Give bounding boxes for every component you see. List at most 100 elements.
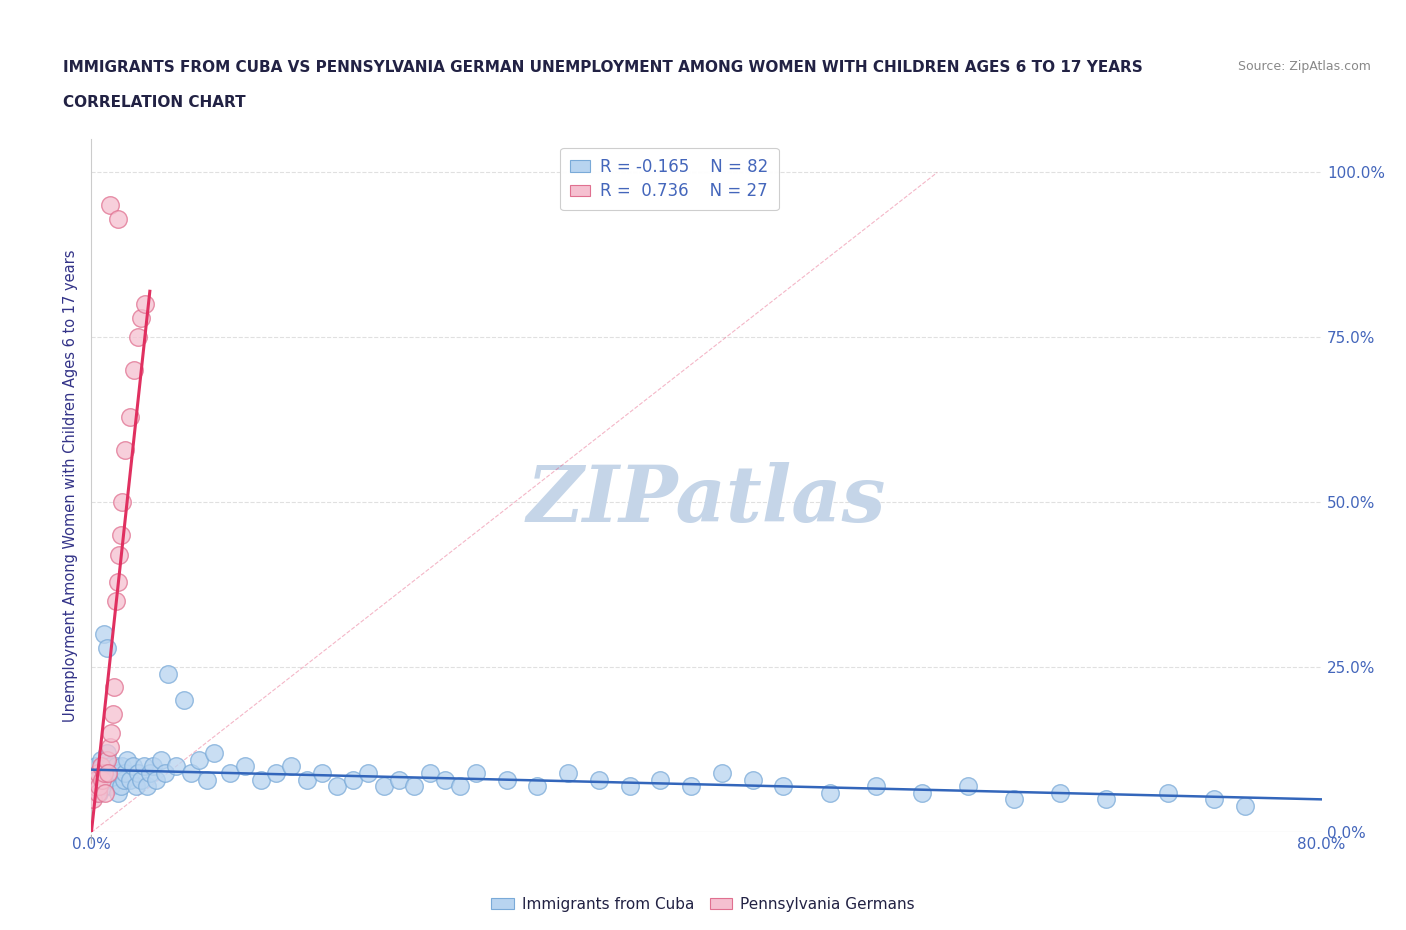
Point (90, 759, 112, 774)
Point (101, 765, 124, 780)
Point (681, 778, 703, 793)
Point (96, 752, 118, 767)
Point (619, 778, 641, 793)
Point (388, 772, 411, 787)
Point (91, 772, 114, 787)
Point (157, 667, 180, 682)
Point (107, 574, 129, 589)
Point (218, 765, 240, 780)
Point (956, 778, 979, 793)
Point (650, 772, 672, 787)
Point (100, 778, 122, 793)
Text: Source: ZipAtlas.com: Source: ZipAtlas.com (1237, 60, 1371, 73)
Point (105, 594, 127, 609)
Point (93, 627, 115, 642)
Point (165, 759, 187, 774)
Point (118, 409, 141, 424)
Point (83, 778, 105, 793)
Point (105, 759, 127, 774)
Point (1002, 792, 1025, 807)
Point (132, 759, 155, 774)
Point (82, 792, 104, 807)
Point (83, 778, 105, 793)
Point (90, 752, 112, 767)
Point (588, 772, 610, 787)
Point (404, 778, 426, 793)
Point (93, 765, 115, 780)
Point (86, 785, 108, 800)
Point (97, 772, 120, 787)
Point (110, 528, 132, 543)
Point (103, 772, 125, 787)
Point (115, 752, 138, 767)
Point (87, 765, 110, 780)
Point (96, 746, 118, 761)
Point (118, 772, 141, 787)
Point (91, 772, 114, 787)
Point (98, 759, 121, 774)
Point (449, 778, 471, 793)
Legend: R = -0.165    N = 82, R =  0.736    N = 27: R = -0.165 N = 82, R = 0.736 N = 27 (561, 148, 779, 210)
Point (125, 778, 148, 793)
Point (84, 772, 107, 787)
Point (202, 746, 225, 761)
Point (87, 785, 110, 800)
Point (149, 752, 172, 767)
Text: CORRELATION CHART: CORRELATION CHART (63, 95, 246, 110)
Point (1095, 792, 1118, 807)
Point (526, 778, 548, 793)
Point (103, 680, 125, 695)
Point (108, 765, 131, 780)
Point (419, 765, 441, 780)
Point (134, 297, 156, 312)
Point (101, 706, 124, 721)
Point (557, 765, 579, 780)
Point (107, 211, 129, 226)
Point (464, 765, 486, 780)
Point (434, 772, 457, 787)
Text: IMMIGRANTS FROM CUBA VS PENNSYLVANIA GERMAN UNEMPLOYMENT AMONG WOMEN WITH CHILDR: IMMIGRANTS FROM CUBA VS PENNSYLVANIA GER… (63, 60, 1143, 75)
Point (135, 778, 157, 793)
Y-axis label: Unemployment Among Women with Children Ages 6 to 17 years: Unemployment Among Women with Children A… (63, 249, 79, 723)
Point (129, 311, 152, 325)
Point (111, 759, 134, 774)
Point (112, 772, 135, 787)
Point (295, 772, 318, 787)
Point (1233, 799, 1256, 814)
Point (122, 759, 145, 774)
Point (710, 765, 733, 780)
Point (741, 772, 763, 787)
Point (818, 785, 841, 800)
Point (911, 785, 934, 800)
Point (86, 772, 108, 787)
Point (173, 693, 195, 708)
Point (97, 765, 120, 780)
Point (114, 442, 136, 457)
Point (195, 772, 218, 787)
Legend: Immigrants from Cuba, Pennsylvania Germans: Immigrants from Cuba, Pennsylvania Germa… (485, 891, 921, 918)
Point (1202, 792, 1225, 807)
Point (326, 778, 349, 793)
Point (110, 778, 132, 793)
Point (127, 765, 149, 780)
Point (342, 772, 364, 787)
Point (94, 778, 117, 793)
Point (180, 765, 202, 780)
Point (145, 772, 167, 787)
Point (264, 765, 287, 780)
Point (87, 778, 110, 793)
Point (373, 778, 395, 793)
Point (91, 759, 114, 774)
Point (96, 640, 118, 655)
Point (233, 759, 256, 774)
Point (107, 785, 129, 800)
Point (94, 785, 117, 800)
Point (495, 772, 517, 787)
Point (311, 765, 333, 780)
Point (124, 363, 146, 378)
Point (1157, 785, 1180, 800)
Point (142, 759, 165, 774)
Point (139, 765, 162, 780)
Point (280, 759, 302, 774)
Point (84, 759, 107, 774)
